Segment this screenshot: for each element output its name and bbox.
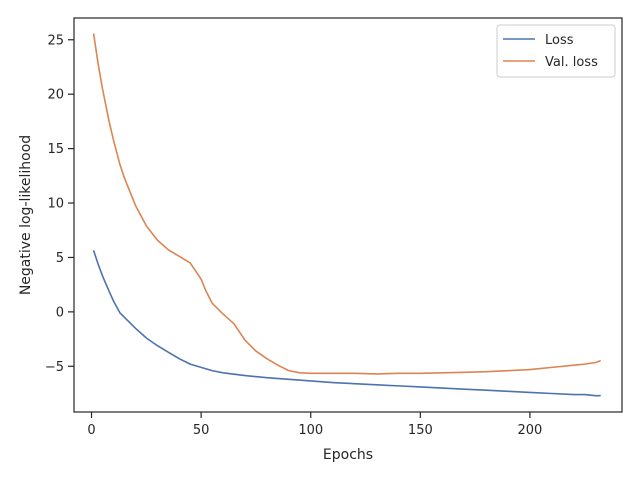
legend-box <box>496 24 616 78</box>
x-axis-label: Epochs <box>323 447 373 463</box>
y-tick-label: 0 <box>56 305 64 320</box>
y-tick-label: 5 <box>56 251 64 266</box>
x-tick-label: 0 <box>87 423 95 438</box>
y-tick-label: 15 <box>47 142 64 157</box>
y-tick-label: −5 <box>45 360 64 375</box>
x-tick-label: 200 <box>518 423 543 438</box>
legend-label-loss: Loss <box>545 33 574 48</box>
y-axis: −5 0 5 10 15 20 25 <box>45 33 74 375</box>
y-tick-label: 10 <box>47 197 64 212</box>
series-line-loss <box>92 250 601 397</box>
y-tick-label: 20 <box>47 88 64 103</box>
plot-area-frame <box>73 17 623 413</box>
x-axis: 0 50 100 150 200 <box>87 412 542 438</box>
x-tick-label: 50 <box>193 423 210 438</box>
plot-lines <box>92 33 601 397</box>
y-tick-label: 25 <box>47 33 64 48</box>
y-axis-label: Negative log-likelihood <box>18 135 34 295</box>
series-line-val-loss <box>92 33 601 375</box>
legend-label-val-loss: Val. loss <box>545 55 598 70</box>
legend: Loss Val. loss <box>496 24 616 78</box>
x-tick-label: 100 <box>298 423 323 438</box>
x-tick-label: 150 <box>408 423 433 438</box>
